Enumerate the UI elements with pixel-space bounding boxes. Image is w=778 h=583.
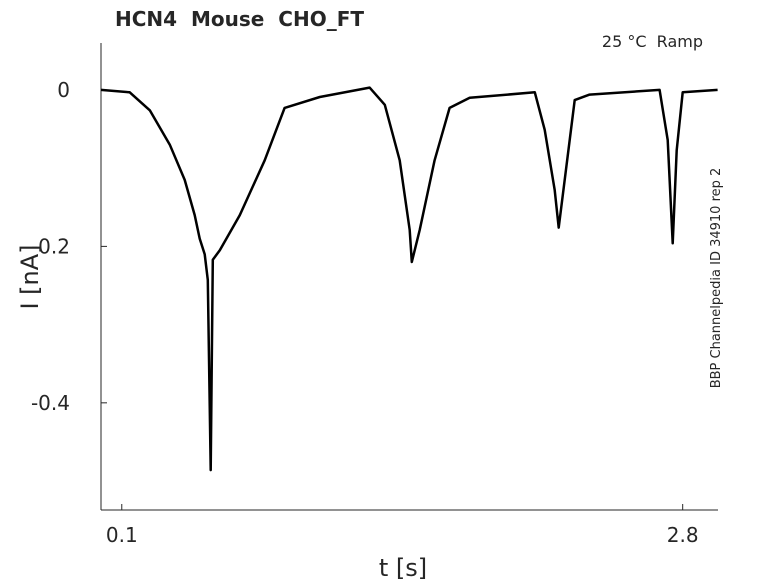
y-tick-label: 0 — [57, 78, 70, 102]
y-tick-label: -0.4 — [31, 391, 70, 415]
x-tick-label: 0.1 — [106, 523, 138, 547]
annotation: 25 °C Ramp — [602, 32, 703, 51]
y-tick-label: -0.2 — [31, 234, 70, 258]
x-tick-label: 2.8 — [667, 523, 699, 547]
chart-title: HCN4 Mouse CHO_FT — [115, 7, 364, 31]
side-label: BBP Channelpedia ID 34910 rep 2 — [709, 168, 724, 389]
trace — [100, 86, 718, 472]
y-axis-label: I [nA] — [16, 244, 44, 309]
x-axis-label: t [s] — [379, 554, 427, 582]
